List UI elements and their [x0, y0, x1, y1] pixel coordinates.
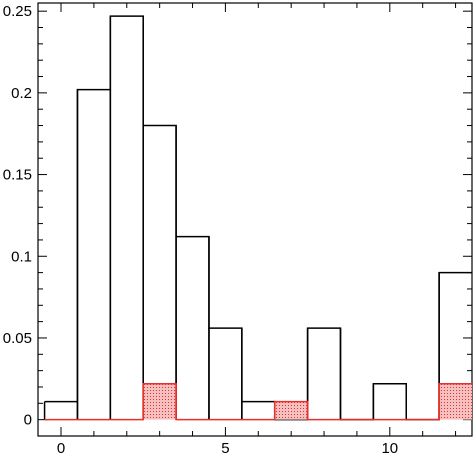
plot-frame: [37, 2, 473, 437]
x-axis: 0 5 10: [57, 3, 457, 453]
y-tick-label: 0.15: [3, 167, 32, 184]
x-tick-label: 10: [381, 440, 398, 453]
y-tick-label: 0.1: [11, 248, 32, 265]
histogram-step-line: [44, 15, 472, 421]
histogram-bar-fill: [143, 383, 177, 420]
x-tick-label: 0: [57, 440, 65, 453]
series-0: [43, 15, 472, 421]
series-1: [44, 382, 472, 421]
y-tick-label: 0.2: [11, 85, 32, 102]
y-tick-label: 0.05: [3, 330, 32, 347]
plot-border: [37, 2, 473, 437]
y-tick-label: 0: [24, 412, 32, 429]
histogram-bar-fill: [274, 401, 308, 420]
x-tick-label: 5: [221, 440, 229, 453]
y-tick-label: 0.25: [3, 3, 32, 20]
histogram-bar-fill: [439, 383, 472, 420]
y-axis: 0 0.05 0.1 0.15 0.2 0.25: [3, 3, 472, 429]
series-layer: [43, 15, 472, 421]
